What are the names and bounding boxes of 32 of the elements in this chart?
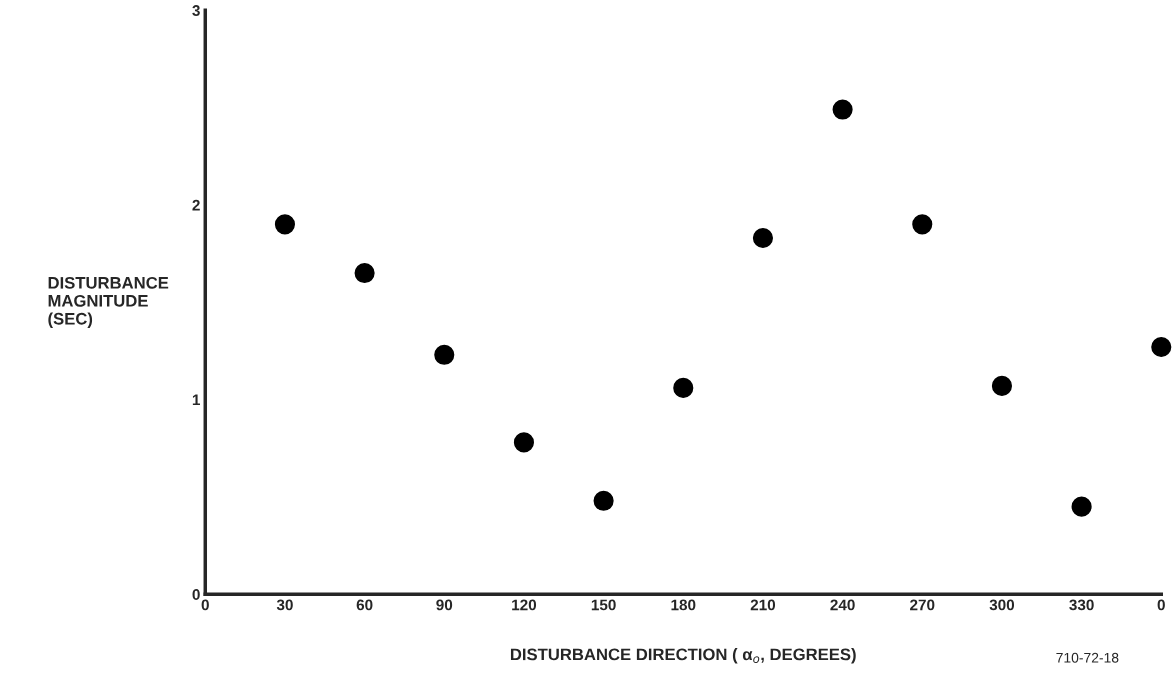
- x-tick-label: 270: [910, 599, 935, 611]
- x-tick-label: 300: [989, 599, 1015, 611]
- point: [1071, 496, 1092, 517]
- point: [274, 214, 296, 235]
- x-tick-label: 150: [591, 599, 616, 611]
- text: 710-72-18: [1056, 652, 1119, 663]
- point: [991, 375, 1012, 396]
- y-axis-title: DISTURBANCE MAGNITUDE (SEC): [48, 276, 169, 328]
- point: [593, 490, 614, 511]
- x-tick-label: 0: [201, 599, 209, 611]
- x-tick-label: 30: [276, 599, 293, 611]
- point: [434, 344, 455, 365]
- y-tick-label: 2: [192, 199, 200, 211]
- x-tick-label: 60: [356, 599, 373, 611]
- x-tick-label: 120: [512, 599, 537, 611]
- x-tick-label: 90: [436, 599, 453, 611]
- x-tick-label: 330: [1069, 599, 1094, 611]
- point: [673, 377, 694, 398]
- x-tick-label: 240: [830, 599, 855, 611]
- point: [912, 214, 933, 235]
- y-tick-label: 1: [192, 394, 200, 406]
- point: [752, 227, 774, 249]
- point: [354, 262, 375, 284]
- y-tick-label: 0: [192, 589, 200, 600]
- x-tick-label: 210: [750, 599, 776, 611]
- x-tick-label: 0: [1157, 599, 1165, 611]
- point: [1151, 336, 1172, 358]
- x-tick-label: 180: [671, 599, 696, 611]
- x-axis-title: DISTURBANCE DIRECTION ( α$_{o}$, DEGREES): [510, 648, 856, 664]
- y-tick-label: 3: [192, 5, 200, 16]
- point: [832, 99, 853, 120]
- point: [513, 432, 535, 453]
